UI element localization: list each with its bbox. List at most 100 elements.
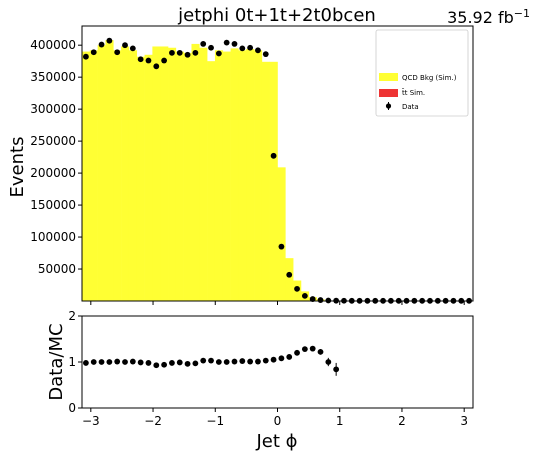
legend-label-qcd: QCD Bkg (Sim.) [402, 74, 457, 82]
ratio-point [247, 358, 254, 365]
qcd-bar [144, 54, 153, 301]
ratio-point [98, 359, 105, 365]
data-point [286, 271, 293, 278]
legend: QCD Bkg (Sim.) t̄t Sim. Data [375, 29, 469, 117]
data-point [301, 292, 308, 299]
ratio-point [184, 360, 191, 367]
qcd-bar [160, 46, 169, 301]
y-tick-label: 250000 [30, 134, 76, 148]
data-point [231, 41, 238, 47]
y-tick-label: 150000 [30, 198, 76, 212]
x-tick-label: 0 [274, 414, 282, 428]
data-point [176, 49, 183, 56]
ratio-point [122, 359, 128, 365]
x-tick-label: 1 [336, 414, 344, 428]
data-point [255, 47, 261, 54]
qcd-bar [183, 52, 192, 301]
ratio-point [278, 355, 285, 362]
qcd-bar [269, 61, 278, 302]
legend-data-marker [385, 103, 392, 109]
data-point [239, 45, 246, 52]
legend-frame [375, 29, 469, 117]
qcd-bar [214, 50, 224, 301]
qcd-bar [285, 258, 294, 301]
y-tick-label: 50000 [38, 262, 76, 276]
luminosity-label: 35.92 fb−1 [447, 7, 530, 27]
qcd-bar [277, 167, 286, 301]
ratio-point [239, 358, 246, 364]
qcd-bar [168, 47, 177, 301]
data-point [247, 44, 254, 51]
chart-title: jetphi 0t+1t+2t0bcen [177, 5, 376, 26]
qcd-bar [152, 46, 161, 301]
data-point [278, 243, 285, 250]
x-axis-label: Jet ϕ [255, 431, 297, 452]
qcd-bar [261, 61, 270, 302]
ratio-point [286, 354, 293, 360]
data-point [129, 45, 136, 52]
ratio-point [90, 359, 97, 365]
ratio-point [301, 346, 308, 353]
data-point [98, 41, 105, 48]
ratio-point [106, 359, 113, 365]
main-panel: 50000 100000 150000 200000 250000 300000 35000… [30, 25, 474, 305]
y-tick-label: 100000 [30, 230, 76, 244]
data-point [294, 285, 300, 292]
ratio-point [176, 359, 183, 366]
data-point [184, 51, 191, 58]
qcd-bar [82, 51, 91, 301]
qcd-bar [254, 50, 263, 301]
qcd-bar [230, 48, 239, 301]
ratio-point [309, 345, 316, 352]
ratio-point [325, 359, 332, 365]
qcd-bar [238, 50, 247, 301]
x-tick-label: −2 [144, 414, 162, 428]
data-point [208, 44, 214, 51]
qcd-bar [105, 40, 114, 301]
ratio-point [215, 359, 222, 365]
data-point [325, 297, 332, 304]
qcd-bar [175, 51, 184, 301]
ratio-point [294, 349, 300, 356]
data-point [223, 39, 230, 46]
legend-label-ttbar: t̄t Sim. [402, 88, 425, 97]
qcd-bar [121, 46, 130, 301]
data-point [114, 49, 121, 56]
ratio-y-tick-label: 1 [68, 355, 76, 369]
x-tick-label: 2 [398, 414, 406, 428]
ratio-point [231, 358, 238, 365]
data-point [215, 50, 222, 57]
qcd-bar [89, 50, 98, 301]
qcd-bar [136, 56, 145, 302]
ratio-panel: 0 1 2 −3 −2 −1 0 1 2 3 [68, 309, 474, 428]
ratio-point [200, 357, 207, 364]
legend-swatch-qcd [379, 73, 398, 81]
data-point [161, 57, 168, 64]
ratio-point [255, 358, 261, 365]
qcd-bar [113, 50, 122, 301]
x-tick-label: −1 [206, 414, 224, 428]
data-point [122, 42, 128, 49]
qcd-bar [207, 61, 216, 301]
ratio-point [114, 358, 121, 365]
ratio-point [317, 348, 324, 355]
data-point [106, 37, 113, 44]
qcd-bar [191, 43, 200, 301]
ratio-point [333, 366, 340, 373]
y-axis-label: Events [7, 137, 28, 198]
qcd-bar [199, 47, 208, 301]
x-tick-label: −3 [82, 414, 100, 428]
qcd-bar [128, 50, 138, 301]
data-point [145, 57, 152, 64]
ratio-point [262, 357, 269, 364]
qcd-bar [222, 51, 231, 301]
data-point [262, 51, 269, 58]
ratio-point [83, 360, 89, 366]
data-point [317, 297, 324, 303]
luminosity-value: 35.92 fb [447, 8, 514, 27]
luminosity-exponent: −1 [514, 7, 530, 20]
data-point [270, 152, 277, 159]
ratio-point [192, 360, 199, 367]
ratio-y-tick-label: 2 [68, 309, 76, 323]
y-tick-label: 300000 [30, 102, 76, 116]
